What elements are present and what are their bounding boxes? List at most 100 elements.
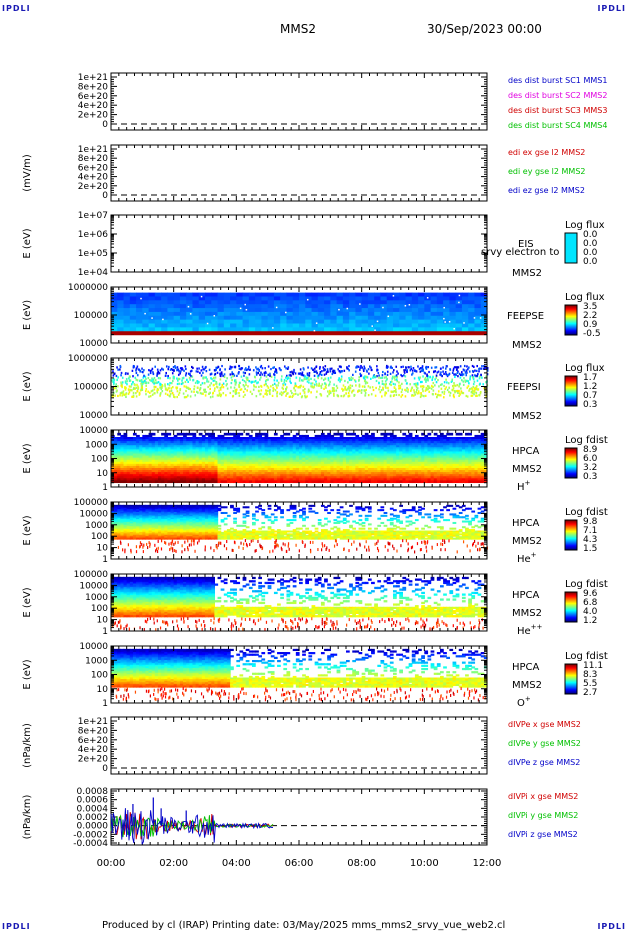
heat-cell xyxy=(120,474,125,477)
heat-cell xyxy=(193,390,195,393)
heat-cell xyxy=(439,373,441,376)
heat-cell xyxy=(167,449,172,453)
heat-cell xyxy=(430,300,438,305)
heat-cell xyxy=(324,449,328,453)
heat-cell xyxy=(361,455,366,459)
heat-cell xyxy=(286,296,294,301)
heat-cell xyxy=(364,389,366,392)
heat-cell xyxy=(128,391,131,394)
heat-cell xyxy=(352,373,354,376)
heat-cell xyxy=(339,463,344,467)
heat-cell xyxy=(189,457,194,461)
heat-cell xyxy=(333,461,338,465)
heat-cell xyxy=(187,394,189,397)
heat-cell xyxy=(314,476,319,479)
heat-cell xyxy=(236,311,244,317)
heat-cell xyxy=(139,447,143,450)
heat-cell xyxy=(180,368,183,371)
heat-cell xyxy=(179,327,187,332)
heat-gap xyxy=(448,320,451,323)
heat-cell xyxy=(273,453,278,457)
heat-cell xyxy=(341,387,343,390)
heat-cell xyxy=(377,480,382,484)
heat-cell xyxy=(214,443,219,446)
heat-cell xyxy=(242,480,247,484)
heat-cell xyxy=(192,472,197,475)
heat-cell xyxy=(346,457,350,461)
heat-cell xyxy=(217,439,222,442)
heat-cell xyxy=(481,365,483,368)
heat-gap xyxy=(458,294,461,297)
heat-cell xyxy=(299,292,306,298)
heat-cell xyxy=(123,308,131,313)
heat-cell xyxy=(147,373,150,376)
heat-cell xyxy=(289,377,291,380)
heat-cell xyxy=(201,457,206,461)
heat-cell xyxy=(374,472,378,475)
heat-cell xyxy=(305,459,309,463)
heat-cell xyxy=(154,480,159,484)
heat-cell xyxy=(444,387,446,391)
heat-cell xyxy=(117,447,121,450)
heat-cell xyxy=(333,449,338,453)
heat-cell xyxy=(154,453,159,457)
heat-cell xyxy=(262,395,265,398)
heat-cell xyxy=(148,369,150,372)
heat-cell xyxy=(215,366,218,369)
heat-cell xyxy=(377,453,382,457)
heat-cell xyxy=(292,461,297,465)
heat-cell xyxy=(467,385,470,388)
heat-cell xyxy=(236,436,241,440)
heat-cell xyxy=(139,474,143,477)
heat-cell xyxy=(363,377,365,380)
heat-cell xyxy=(167,472,172,475)
heat-cell xyxy=(161,480,165,484)
heat-cell xyxy=(428,390,430,393)
heat-cell xyxy=(277,453,281,457)
heat-cell xyxy=(381,376,384,379)
colorbar-step xyxy=(565,400,577,402)
heat-cell xyxy=(361,476,366,479)
heat-cell xyxy=(201,453,206,457)
heat-cell xyxy=(346,478,350,481)
heat-cell xyxy=(132,465,137,469)
heat-cell xyxy=(148,463,153,467)
heat-cell xyxy=(349,457,353,461)
heat-cell xyxy=(371,451,375,455)
heat-cell xyxy=(367,308,375,313)
heat-cell xyxy=(173,436,178,440)
heat-cell xyxy=(167,465,172,469)
heat-cell xyxy=(443,323,450,328)
heat-cell xyxy=(220,457,225,461)
heat-cell xyxy=(441,391,444,394)
colorbar-tick-label: 0.0 xyxy=(583,248,598,258)
heat-cell xyxy=(349,327,356,332)
heat-cell xyxy=(255,308,262,313)
heat-cell xyxy=(361,459,366,463)
heat-cell xyxy=(327,480,331,484)
heat-cell xyxy=(330,457,335,461)
heat-cell xyxy=(349,465,353,469)
heat-cell xyxy=(342,474,347,477)
heat-cell xyxy=(170,470,175,473)
heat-cell xyxy=(446,381,448,384)
colorbar-tick-label: 0.7 xyxy=(583,391,597,401)
heat-cell xyxy=(154,461,159,465)
heat-cell xyxy=(352,377,354,380)
heat-cell xyxy=(230,472,234,475)
heat-cell xyxy=(198,476,203,479)
heat-cell xyxy=(179,443,184,446)
heat-cell xyxy=(186,457,190,461)
heat-cell xyxy=(461,371,463,374)
heat-cell xyxy=(333,443,338,446)
heat-cell xyxy=(198,308,206,313)
heat-cell xyxy=(230,445,234,448)
heat-cell xyxy=(292,467,297,471)
heat-cell xyxy=(411,394,413,397)
heat-cell xyxy=(145,451,150,455)
heat-cell xyxy=(348,369,350,372)
heat-cell xyxy=(360,389,363,392)
heat-cell xyxy=(236,457,241,461)
heat-cell xyxy=(305,377,307,380)
heat-cell xyxy=(336,292,344,298)
